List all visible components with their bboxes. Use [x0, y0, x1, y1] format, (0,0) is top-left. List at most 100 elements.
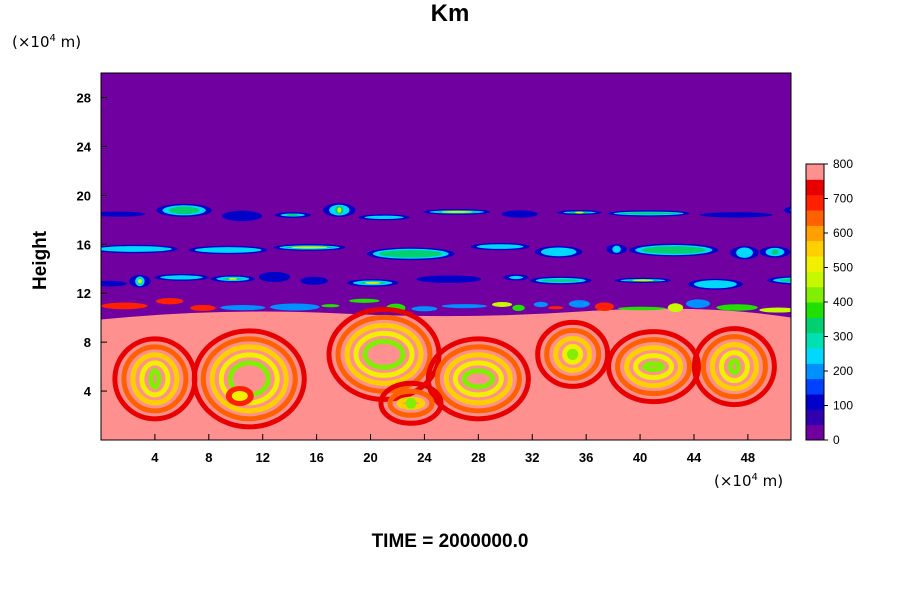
- contour-blob: [194, 247, 262, 253]
- contour-blob: [641, 246, 707, 254]
- contour-blob: [300, 276, 328, 285]
- contour-ring: [209, 344, 289, 414]
- contour-ring: [378, 380, 444, 426]
- contour-blob: [795, 209, 799, 212]
- contour-blob: [693, 280, 737, 289]
- contour-blob: [222, 210, 263, 222]
- contour-blob: [286, 214, 299, 217]
- contour-ring: [535, 319, 611, 389]
- contour-blob: [779, 278, 791, 282]
- colorbar-segment: [806, 332, 824, 349]
- x-tick-label: 24: [417, 450, 432, 465]
- contour-blob: [364, 215, 404, 219]
- contour-blob: [790, 208, 791, 212]
- chart-title: Km: [430, 0, 470, 27]
- colorbar-segment: [806, 164, 824, 180]
- contour-ring: [425, 336, 531, 422]
- contour-blob: [137, 279, 142, 284]
- contour-blob: [548, 306, 564, 310]
- contour-blob: [168, 206, 200, 215]
- colorbar-label: 800: [833, 157, 853, 171]
- x-tick-label: 32: [525, 450, 539, 465]
- contour-ring: [139, 360, 171, 398]
- time-label: TIME = 2000000.0: [371, 531, 529, 552]
- contour-ring: [606, 329, 702, 405]
- contour-blob: [220, 305, 266, 311]
- contour-blob: [190, 304, 216, 311]
- y-tick-label: 28: [77, 90, 91, 105]
- colorbar-segment: [806, 210, 824, 226]
- y-tick-label: 12: [77, 286, 91, 301]
- contour-blob: [378, 250, 443, 258]
- colorbar-segment: [806, 317, 824, 334]
- contour-ring: [718, 350, 750, 384]
- contour-ring: [434, 344, 522, 414]
- contour-blob: [759, 307, 791, 313]
- contour-blob: [231, 390, 248, 401]
- colorbar-label: 700: [833, 192, 853, 206]
- x-unit-exponent: 4: [751, 472, 758, 483]
- contour-blob: [101, 280, 128, 287]
- contour-ring: [624, 345, 684, 389]
- contour-ring: [362, 338, 406, 370]
- heatmap-field: [101, 73, 799, 440]
- contour-blob: [612, 245, 621, 253]
- x-tick-label: 12: [255, 450, 269, 465]
- contour-blob: [699, 212, 773, 218]
- y-tick-label: 16: [77, 237, 91, 252]
- x-tick-label: 36: [579, 450, 593, 465]
- contour-blob: [492, 301, 513, 307]
- colorbar-segment: [806, 394, 824, 410]
- colorbar-label: 500: [833, 261, 853, 275]
- contour-ring: [443, 352, 513, 406]
- colorbar-segment: [806, 271, 824, 288]
- y-ticks: 4 8 12 16 20 24 28: [77, 90, 107, 399]
- contour-ring: [387, 388, 435, 418]
- contour-ring: [691, 326, 777, 408]
- colorbar-segment: [806, 424, 824, 441]
- x-tick-label: 8: [205, 450, 212, 465]
- colorbar-label: 0: [833, 433, 840, 447]
- contour-blob: [270, 303, 320, 311]
- contour-blob: [291, 246, 328, 249]
- contour-blob: [771, 249, 779, 255]
- colorbar-segment: [806, 194, 824, 211]
- x-tick-label: 20: [363, 450, 377, 465]
- contour-ring: [461, 368, 495, 390]
- colorbar-segment: [806, 409, 824, 426]
- contour-blob: [540, 247, 577, 257]
- contour-blob: [101, 211, 146, 217]
- contour-blob: [416, 275, 482, 283]
- x-unit-suffix: m): [757, 472, 784, 490]
- contour-blob: [228, 277, 238, 280]
- x-tick-label: 44: [687, 450, 702, 465]
- contour-blob: [348, 298, 380, 303]
- contour-blob: [441, 304, 488, 309]
- contour-blob: [512, 304, 525, 312]
- y-unit-prefix: (×10: [12, 33, 50, 51]
- contour-blob: [101, 302, 148, 310]
- colorbar: 0 100 200 300 400 500 600 700 800: [805, 157, 853, 447]
- contour-ring: [130, 352, 180, 406]
- contour-ring: [727, 358, 741, 376]
- contour-ring: [615, 337, 693, 397]
- colorbar-label: 100: [833, 399, 853, 413]
- contour-blob: [533, 301, 548, 308]
- colorbar-segment: [806, 378, 824, 395]
- x-unit-prefix: (×10: [714, 472, 752, 490]
- contour-ring: [353, 330, 415, 378]
- contour-blob: [321, 304, 340, 308]
- colorbar-label: 200: [833, 364, 853, 378]
- colorbar-segment: [806, 240, 824, 257]
- contour-ring: [452, 360, 504, 398]
- contour-blob: [619, 212, 678, 215]
- contour-ring: [148, 368, 162, 390]
- y-tick-label: 20: [77, 188, 91, 203]
- contour-blob: [509, 275, 523, 280]
- contour-blob: [501, 210, 538, 218]
- y-axis-unit: (×104 m): [12, 33, 81, 51]
- contour-ring: [709, 342, 759, 392]
- contour-blob: [568, 300, 590, 308]
- y-unit-suffix: m): [55, 33, 82, 51]
- contour-blob: [575, 211, 584, 214]
